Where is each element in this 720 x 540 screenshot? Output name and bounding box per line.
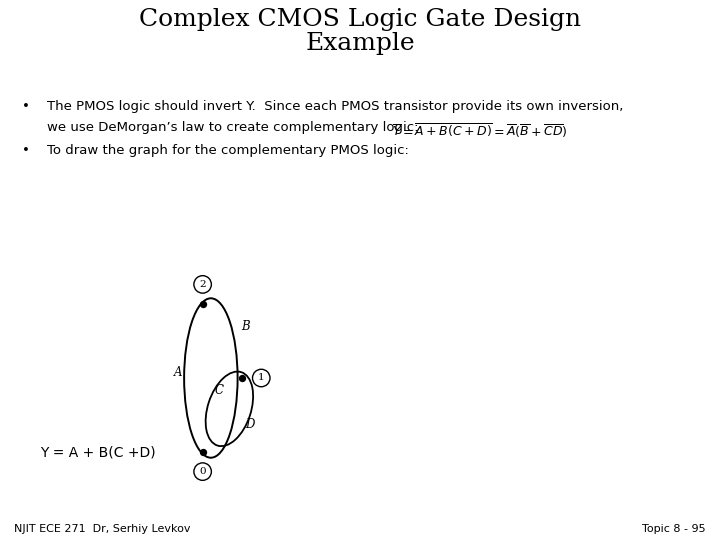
Text: To draw the graph for the complementary PMOS logic:: To draw the graph for the complementary … <box>47 144 409 157</box>
Text: Example: Example <box>305 32 415 56</box>
Text: we use DeMorgan’s law to create complementary logic:: we use DeMorgan’s law to create compleme… <box>47 122 418 134</box>
Text: 0: 0 <box>199 467 206 476</box>
Text: NJIT ECE 271  Dr, Serhiy Levkov: NJIT ECE 271 Dr, Serhiy Levkov <box>14 523 191 534</box>
Text: •: • <box>22 100 30 113</box>
Point <box>236 374 248 382</box>
Text: Complex CMOS Logic Gate Design: Complex CMOS Logic Gate Design <box>139 8 581 31</box>
Point <box>197 300 208 308</box>
Text: C: C <box>215 384 223 397</box>
Text: B: B <box>240 320 249 333</box>
Text: The PMOS logic should invert Y.  Since each PMOS transistor provide its own inve: The PMOS logic should invert Y. Since ea… <box>47 100 624 113</box>
Text: Y = A + B(C +D): Y = A + B(C +D) <box>40 446 156 460</box>
Text: $\overline{Y}=\overline{A+B(C+D)}=\overline{A}(\overline{B}+\overline{CD})$: $\overline{Y}=\overline{A+B(C+D)}=\overl… <box>392 122 568 140</box>
Text: •: • <box>22 144 30 157</box>
Text: 1: 1 <box>258 374 264 382</box>
Text: D: D <box>245 418 254 431</box>
Text: Topic 8 - 95: Topic 8 - 95 <box>642 523 706 534</box>
Text: 2: 2 <box>199 280 206 289</box>
Text: A: A <box>174 366 182 380</box>
Point <box>197 448 208 456</box>
